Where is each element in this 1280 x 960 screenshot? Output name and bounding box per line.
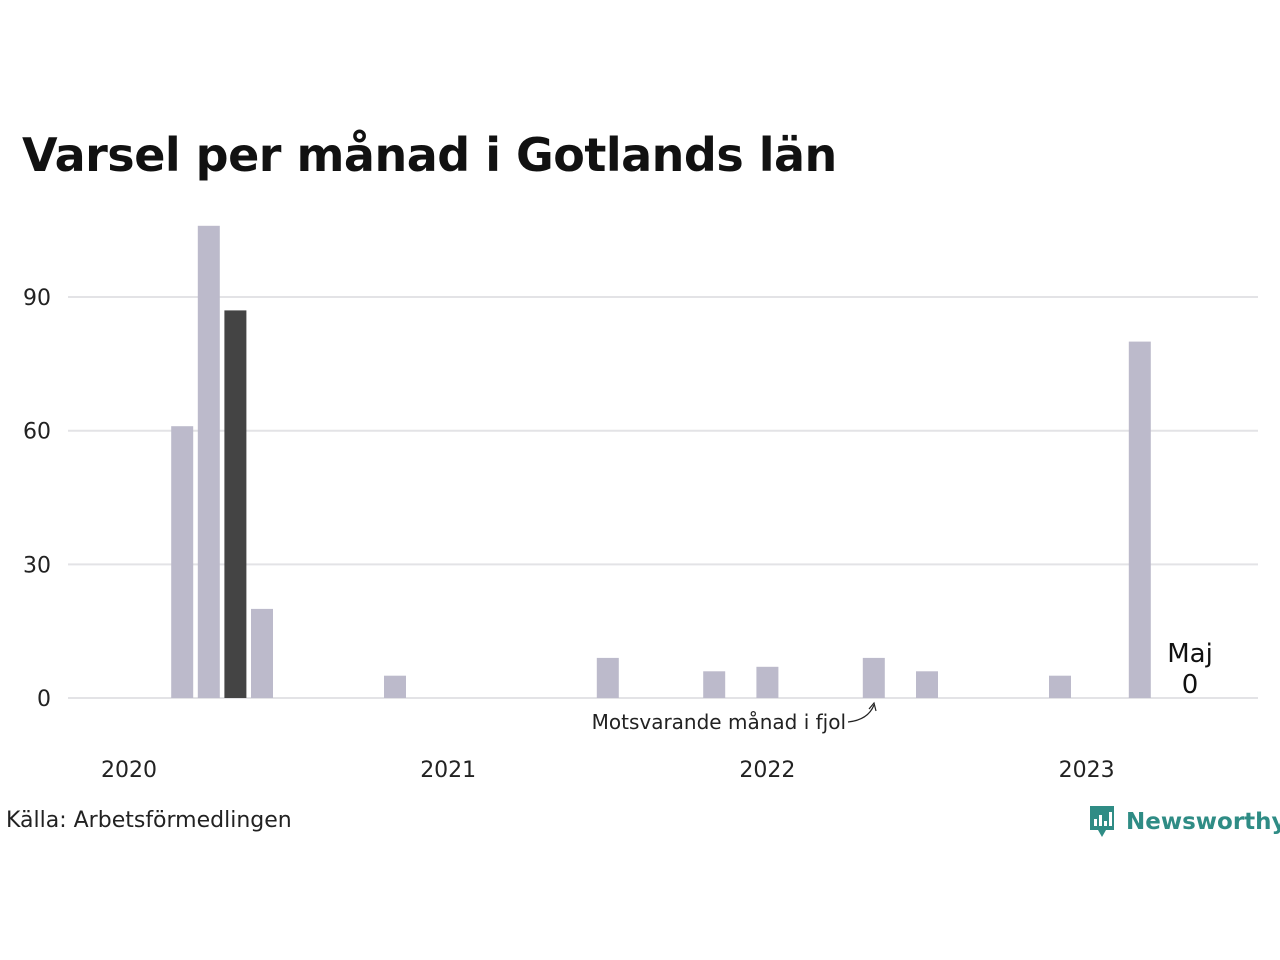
source-note: Källa: Arbetsförmedlingen — [6, 808, 292, 833]
bar — [703, 671, 726, 698]
y-tick-label: 0 — [37, 687, 51, 712]
grid-lines — [68, 296, 1258, 699]
bars — [171, 225, 1151, 699]
x-axis-labels: 2020 2021 2022 2023 — [101, 758, 1115, 783]
annotation-arrow — [847, 704, 875, 723]
bar — [384, 675, 406, 698]
last-month-name: Maj — [1167, 639, 1213, 669]
bar — [197, 225, 220, 699]
y-tick-label: 90 — [23, 286, 51, 311]
x-tick-label: 2020 — [101, 758, 157, 783]
y-tick-label: 60 — [23, 420, 51, 445]
bar — [756, 666, 779, 698]
x-tick-label: 2021 — [420, 758, 476, 783]
bar — [596, 657, 619, 698]
brand-name: Newsworthy — [1126, 809, 1280, 835]
bar — [171, 426, 194, 698]
bar-highlight — [224, 310, 247, 698]
y-tick-label: 30 — [23, 553, 51, 578]
page-title: Varsel per månad i Gotlands län — [22, 128, 837, 182]
last-month-label: Maj 0 — [1167, 639, 1213, 700]
annotation-arrowhead — [868, 701, 877, 712]
bar — [1049, 675, 1071, 698]
bar — [916, 671, 938, 698]
y-axis-labels: 0 30 60 90 — [23, 286, 51, 712]
newsworthy-logo-icon — [1090, 806, 1114, 837]
x-tick-label: 2022 — [739, 758, 795, 783]
same-month-annotation: Motsvarande månad i fjol — [592, 701, 877, 734]
same-month-annotation-text: Motsvarande månad i fjol — [592, 710, 846, 734]
last-month-value: 0 — [1182, 670, 1199, 700]
x-tick-label: 2023 — [1059, 758, 1115, 783]
bar — [251, 608, 273, 698]
bar — [862, 657, 885, 698]
newsworthy-brand: Newsworthy — [1088, 802, 1280, 842]
bar — [1128, 341, 1151, 698]
